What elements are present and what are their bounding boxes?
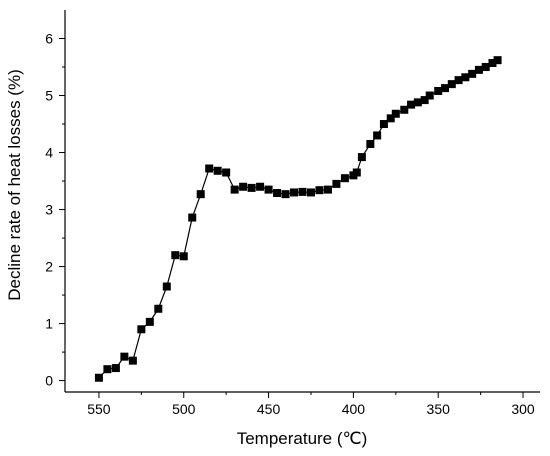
data-point bbox=[420, 96, 429, 105]
data-point bbox=[323, 185, 332, 194]
y-axis-ticks: 0 1 2 3 4 5 6 bbox=[45, 31, 65, 389]
x-tick-label: 300 bbox=[511, 401, 535, 417]
series-line-segment bbox=[132, 329, 142, 361]
y-tick-label: 1 bbox=[45, 316, 53, 332]
data-point bbox=[447, 80, 456, 89]
plot-frame bbox=[64, 10, 540, 393]
data-point bbox=[400, 105, 409, 114]
data-point bbox=[290, 188, 299, 197]
data-point bbox=[230, 185, 239, 194]
data-point bbox=[306, 188, 315, 197]
data-point bbox=[256, 182, 265, 191]
data-point bbox=[493, 56, 502, 65]
data-point bbox=[352, 168, 361, 177]
y-tick-label: 4 bbox=[45, 145, 53, 161]
data-point bbox=[205, 164, 214, 173]
y-tick-label: 0 bbox=[45, 373, 53, 389]
series-line-segment bbox=[183, 217, 193, 257]
data-point bbox=[468, 69, 477, 78]
data-point bbox=[222, 168, 231, 177]
data-point bbox=[196, 190, 205, 199]
y-tick-label: 6 bbox=[45, 31, 53, 47]
data-point bbox=[379, 120, 388, 129]
data-point bbox=[171, 251, 180, 260]
data-point bbox=[481, 63, 490, 72]
y-tick-label: 5 bbox=[45, 88, 53, 104]
data-point bbox=[103, 365, 112, 374]
data-point bbox=[454, 76, 463, 85]
data-point bbox=[137, 325, 146, 334]
data-point bbox=[425, 91, 434, 100]
data-point bbox=[247, 183, 256, 192]
data-point bbox=[366, 139, 375, 148]
data-point bbox=[315, 186, 324, 195]
x-tick-label: 550 bbox=[87, 401, 111, 417]
data-point bbox=[407, 100, 416, 109]
data-point bbox=[188, 213, 197, 222]
data-point bbox=[128, 356, 137, 365]
data-point bbox=[488, 59, 497, 68]
data-point bbox=[273, 189, 282, 198]
data-point bbox=[373, 131, 382, 140]
data-point bbox=[145, 317, 154, 326]
data-point bbox=[239, 182, 248, 191]
data-point bbox=[298, 187, 307, 196]
series-line-segment bbox=[166, 255, 176, 287]
y-tick-label: 2 bbox=[45, 259, 53, 275]
data-point bbox=[94, 373, 103, 382]
data-point bbox=[391, 109, 400, 118]
data-series bbox=[94, 56, 502, 382]
series-line-segment bbox=[200, 168, 210, 195]
data-point bbox=[179, 252, 188, 261]
data-point bbox=[413, 98, 422, 107]
data-point bbox=[111, 364, 120, 373]
data-point bbox=[461, 73, 470, 82]
y-tick-label: 3 bbox=[45, 202, 53, 218]
x-tick-label: 500 bbox=[172, 401, 196, 417]
data-point bbox=[120, 352, 129, 361]
data-point bbox=[474, 65, 483, 74]
data-point bbox=[441, 84, 449, 93]
data-point bbox=[434, 86, 443, 95]
data-point bbox=[264, 185, 273, 194]
data-point bbox=[213, 166, 222, 175]
data-point bbox=[281, 190, 290, 199]
data-point bbox=[386, 114, 395, 123]
data-point bbox=[332, 179, 341, 188]
x-axis-ticks: 550 500 450 400 350 300 bbox=[87, 392, 535, 417]
x-tick-label: 450 bbox=[257, 401, 281, 417]
data-point bbox=[357, 153, 366, 162]
data-point bbox=[162, 282, 171, 291]
data-point bbox=[154, 304, 163, 313]
y-axis-title: Decline rate of heat losses (%) bbox=[5, 69, 24, 301]
x-tick-label: 400 bbox=[342, 401, 366, 417]
x-axis-title: Temperature (℃) bbox=[237, 429, 368, 448]
data-point bbox=[340, 174, 349, 183]
x-tick-label: 350 bbox=[427, 401, 451, 417]
